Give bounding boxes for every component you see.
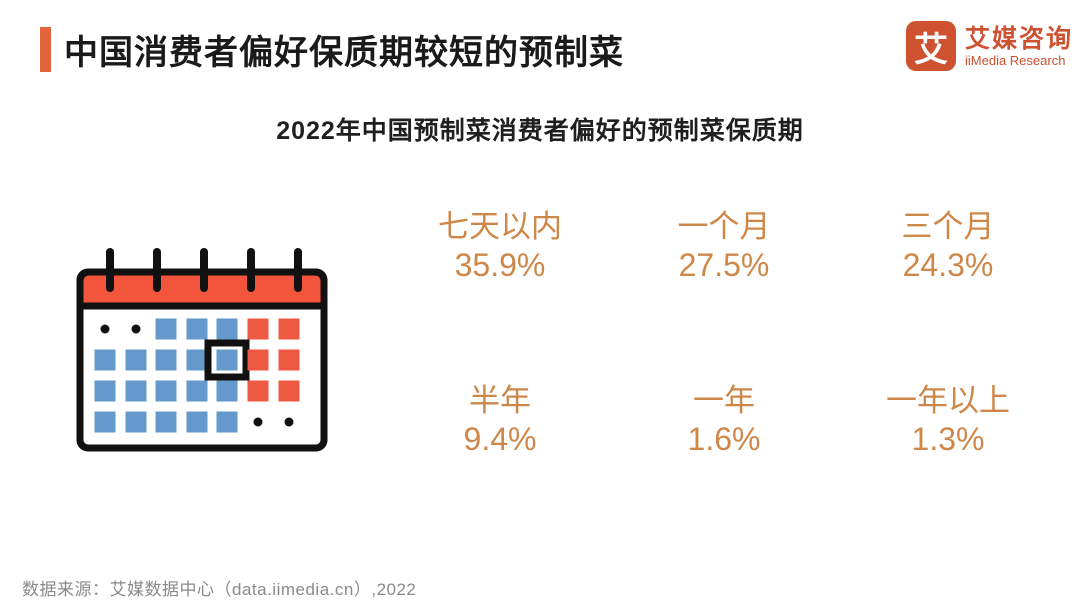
stat-label: 七天以内: [438, 209, 562, 244]
iimedia-logo-icon: 艾: [906, 21, 956, 71]
stat-label: 一年: [693, 383, 755, 418]
stat-label: 一个月: [677, 209, 771, 244]
stat-three-months: 三个月 24.3%: [836, 207, 1060, 285]
stat-value: 27.5%: [678, 247, 770, 283]
stat-seven-days: 七天以内 35.9%: [388, 207, 612, 285]
stat-half-year: 半年 9.4%: [388, 381, 612, 459]
stat-value: 24.3%: [902, 247, 994, 283]
data-source-note: 数据来源：艾媒数据中心（data.iimedia.cn）,2022: [22, 580, 417, 599]
calendar-icon-svg: [76, 248, 328, 452]
stat-value: 1.3%: [911, 421, 985, 457]
iimedia-logo: 艾 艾媒咨询 iiMedia Research: [906, 21, 1073, 71]
chart-title: 2022年中国预制菜消费者偏好的预制菜保质期: [276, 117, 804, 145]
title-accent-bar: [40, 27, 51, 72]
stat-one-year: 一年 1.6%: [612, 381, 836, 459]
calendar-day-grid: [94, 318, 300, 433]
stat-value: 9.4%: [463, 421, 537, 457]
stat-label: 三个月: [901, 209, 995, 244]
stat-value: 35.9%: [454, 247, 546, 283]
stat-label: 半年: [469, 383, 531, 418]
iimedia-logo-text: 艾媒咨询 iiMedia Research: [965, 25, 1073, 68]
stats-row-1: 七天以内 35.9% 一个月 27.5% 三个月 24.3%: [388, 207, 1060, 285]
iimedia-logo-name-cn: 艾媒咨询: [965, 24, 1074, 53]
page-title: 中国消费者偏好保质期较短的预制菜: [64, 34, 624, 72]
stat-value: 1.6%: [687, 421, 761, 457]
iimedia-logo-name-en: iiMedia Research: [965, 52, 1066, 68]
stat-over-one-year: 一年以上 1.3%: [836, 381, 1060, 459]
calendar-icon: [76, 246, 328, 459]
stats-row-2: 半年 9.4% 一年 1.6% 一年以上 1.3%: [388, 381, 1060, 459]
calendar-pins: [106, 248, 302, 292]
stat-one-month: 一个月 27.5%: [612, 207, 836, 285]
stat-label: 一年以上: [886, 383, 1010, 418]
